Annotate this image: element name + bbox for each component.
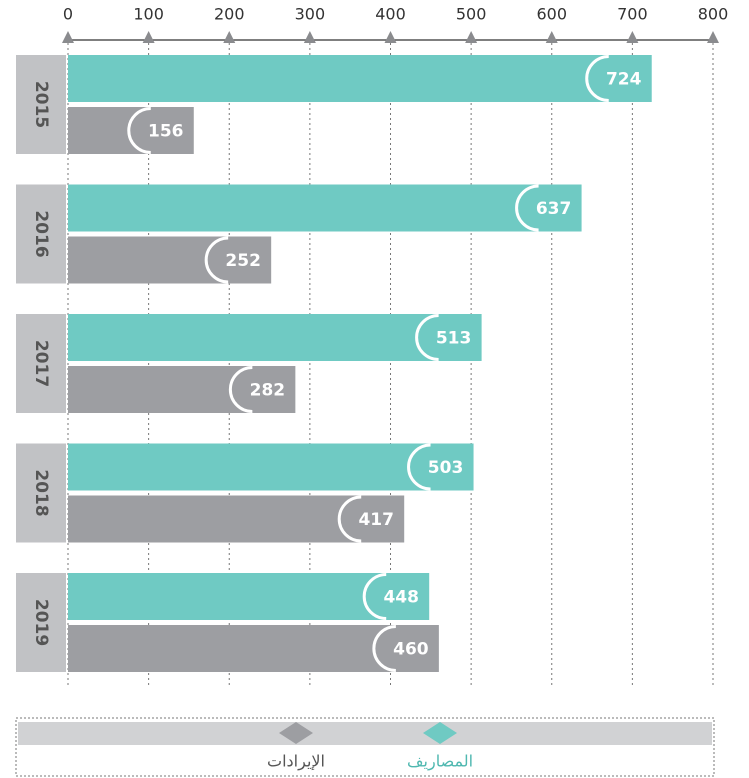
legend-label: الإيرادات [267,752,325,772]
tick-mark [143,31,155,43]
y-tick-label: 2015 [31,81,51,128]
y-tick-label: 2018 [31,469,51,516]
tick-mark [546,31,558,43]
value-label: 513 [436,329,472,349]
tick-mark [223,31,235,43]
x-tick-label: 100 [133,5,164,24]
bar [68,444,474,491]
x-tick-label: 800 [698,5,729,24]
value-label: 460 [393,640,429,660]
x-tick-label: 200 [214,5,245,24]
x-tick-label: 500 [456,5,487,24]
tick-mark [465,31,477,43]
y-tick-label: 2019 [31,599,51,646]
bar [68,496,404,543]
x-tick-label: 0 [63,5,73,24]
value-label: 503 [428,458,464,478]
bar [68,55,652,102]
value-label: 282 [250,381,286,401]
tick-mark [304,31,316,43]
tick-mark [707,31,719,43]
bar [68,314,482,361]
x-tick-label: 600 [536,5,567,24]
chart: 0 100 200 300 400 500 600 700 800 2015 724 156 2016 6… [0,0,749,778]
bar [68,185,582,232]
y-tick-label: 2016 [31,210,51,257]
value-label: 252 [225,251,261,271]
value-label: 156 [148,122,184,142]
bar [68,573,429,620]
value-label: 637 [536,199,572,219]
y-tick-label: 2017 [31,340,51,387]
tick-mark [62,31,74,43]
x-tick-label: 700 [617,5,648,24]
value-label: 724 [606,70,642,90]
value-label: 417 [358,510,394,530]
tick-mark [385,31,397,43]
tick-mark [626,31,638,43]
x-tick-label: 300 [295,5,326,24]
legend-band [18,722,712,745]
x-tick-label: 400 [375,5,406,24]
legend-label: المصاريف [407,752,473,772]
value-label: 448 [383,588,419,608]
